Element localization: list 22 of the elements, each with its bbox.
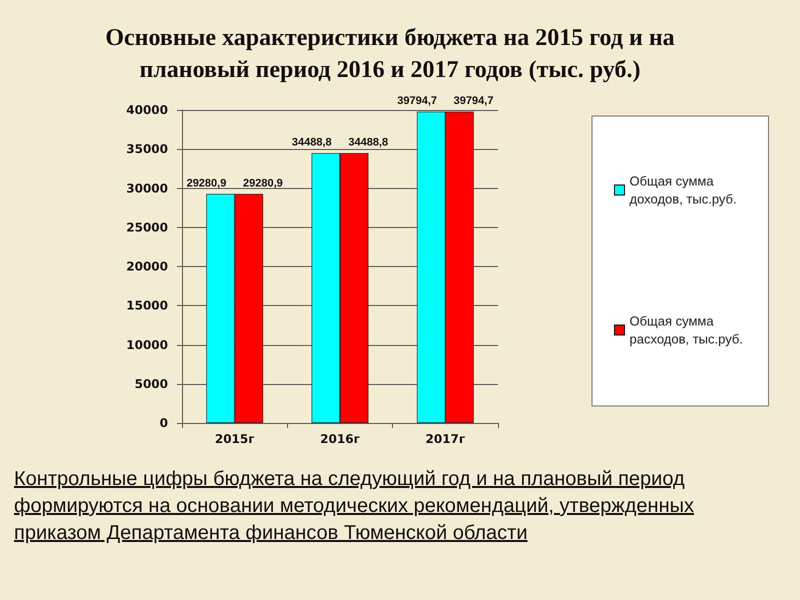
- y-tick-label: 15000: [126, 298, 168, 313]
- y-tick-label: 0: [160, 416, 168, 430]
- x-tick-label: 2017г: [425, 432, 466, 446]
- chart-title: Основные характеристики бюджета на 2015 год и на плановый период 2016 и 2017 годов (тыс. руб.): [104, 24, 676, 85]
- data-label: 29280,9: [243, 177, 283, 190]
- y-tick-label: 40000: [126, 103, 168, 117]
- data-label: 34488,8: [292, 136, 332, 149]
- y-tick-label: 20000: [126, 260, 168, 274]
- data-label: 29280,9: [186, 177, 226, 190]
- x-tick-label: 2015г: [214, 432, 255, 446]
- data-label: 39794,7: [454, 95, 494, 108]
- data-label: 39794,7: [397, 95, 437, 108]
- y-tick-label: 35000: [126, 142, 168, 156]
- x-tick-label: 2016г: [320, 432, 360, 446]
- legend-label: Общая сумма расходов, тыс.руб.: [630, 314, 743, 346]
- y-tick-label: 10000: [126, 338, 168, 352]
- data-label: 34488,8: [348, 136, 388, 149]
- text: Контрольные цифры бюджета на следующий год и на плановый период формируются на основании методических рекомендаций, утвержденных приказом Департамента финансов Тюменской области: [14, 467, 695, 546]
- legend-label: Общая сумма доходов, тыс.руб.: [630, 174, 737, 206]
- y-tick-label: 25000: [126, 220, 168, 234]
- y-tick-label: 30000: [126, 181, 168, 196]
- y-tick-label: 5000: [134, 376, 168, 391]
